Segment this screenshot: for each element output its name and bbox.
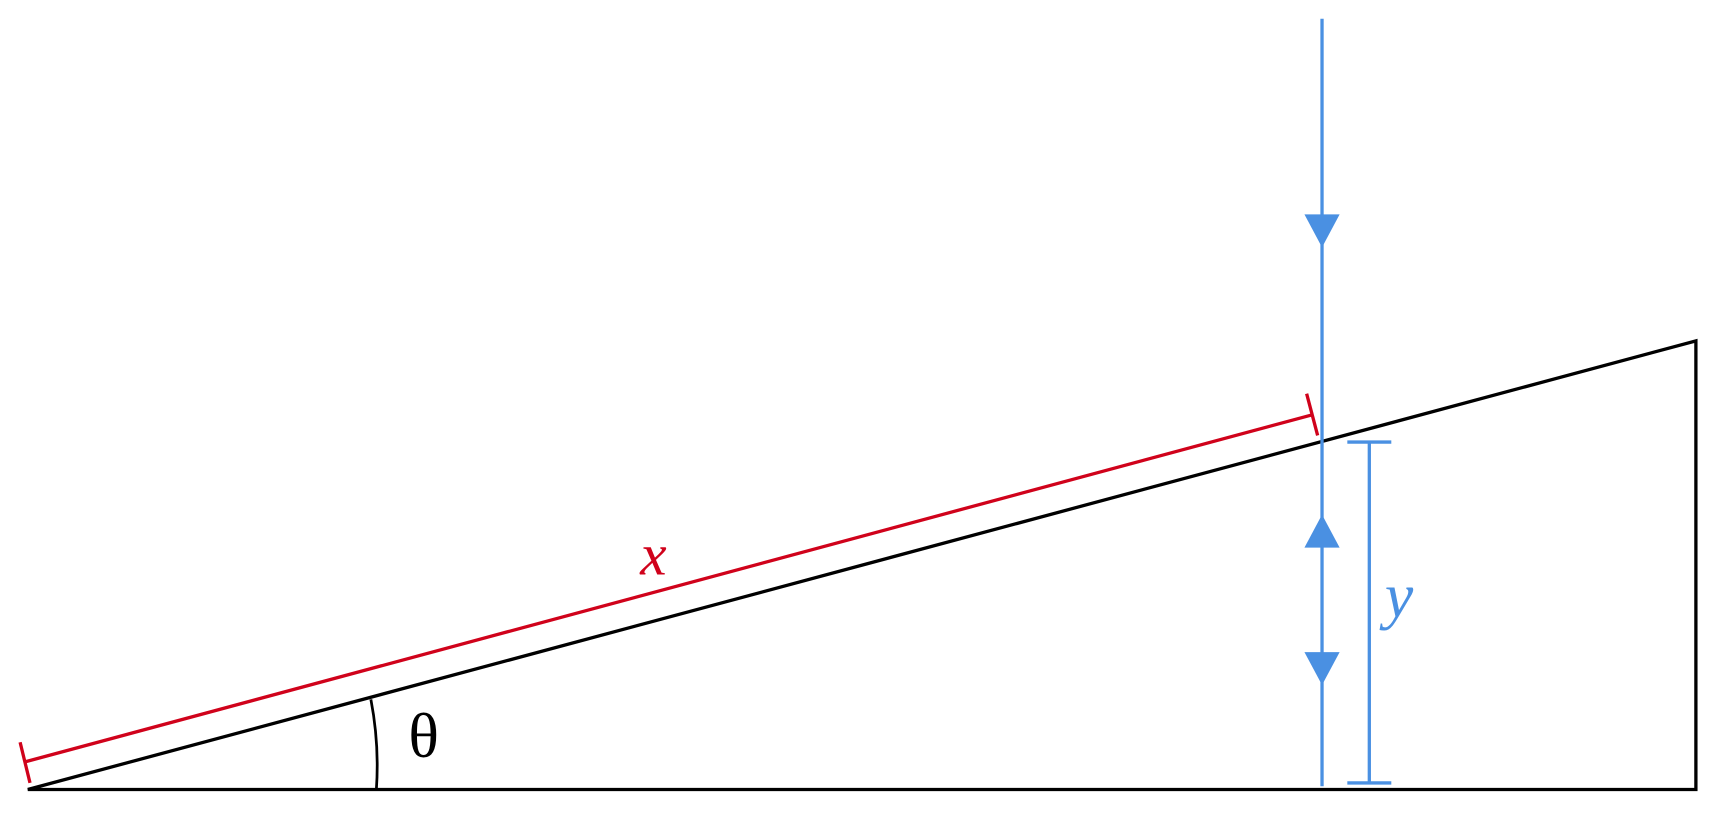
vertical-ray <box>1304 18 1340 787</box>
height-label: y <box>1379 560 1414 631</box>
angle-arc <box>369 699 379 790</box>
arrow-down <box>1304 214 1340 248</box>
slope-length-cap <box>18 741 32 784</box>
incline <box>27 338 1698 792</box>
slope-length-marker <box>18 393 1320 784</box>
height-marker <box>1347 440 1392 785</box>
slope-length-line <box>24 412 1314 764</box>
angle-label: θ <box>408 700 439 771</box>
arrow-down <box>1304 652 1340 686</box>
slope-length-cap <box>1305 393 1320 436</box>
slope-length-label: x <box>639 521 666 587</box>
arrow-up <box>1304 514 1340 548</box>
